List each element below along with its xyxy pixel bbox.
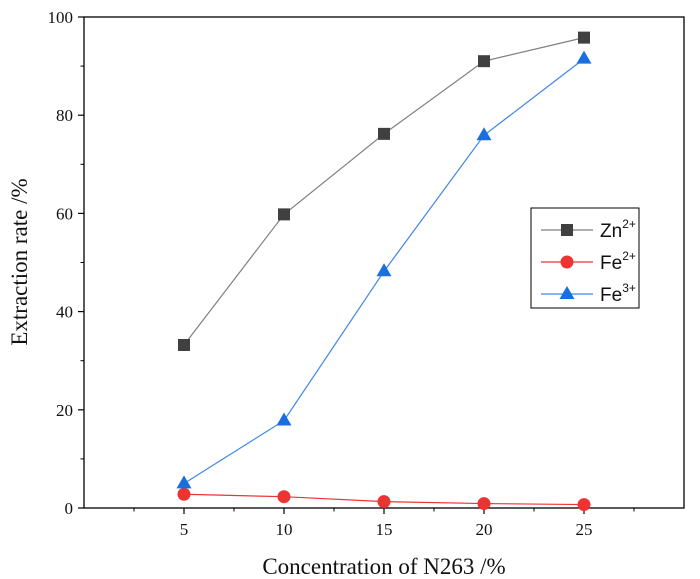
y-tick-label: 100 [48,8,74,27]
series-zn-2plus [178,31,590,351]
series-layer [176,31,592,512]
data-point [576,50,592,64]
x-tick-label: 10 [276,520,293,539]
y-tick-label: 0 [65,499,74,518]
data-point [377,495,391,509]
legend-box [530,207,640,309]
legend-marker [561,224,573,236]
y-tick-label: 40 [56,303,73,322]
y-axis-title: Extraction rate /% [7,178,32,345]
legend: Zn2+Fe2+Fe3+ [530,207,640,309]
legend-charge: 3+ [622,281,636,295]
data-point [277,490,291,504]
legend-species: Zn [600,221,622,242]
legend-charge: 2+ [622,249,636,263]
legend-label: Zn2+ [600,217,636,242]
x-tick-label: 5 [180,520,189,539]
data-point [477,497,491,511]
y-tick-label: 80 [56,106,73,125]
y-tick-label: 20 [56,401,73,420]
data-point [176,475,192,489]
y-tick-label: 60 [56,204,73,223]
x-tick-label: 20 [476,520,493,539]
data-point [476,127,492,141]
x-axis-title: Concentration of N263 /% [262,554,505,579]
data-point [378,127,390,140]
legend-label: Fe2+ [600,249,636,274]
legend-charge: 2+ [622,217,636,231]
series-fe-2plus [177,487,591,512]
data-point [178,338,190,351]
data-point [478,55,490,68]
legend-marker [560,255,574,269]
y-axis: 0 20 40 60 80 100 [48,8,84,518]
x-tick-label: 15 [376,520,393,539]
data-point [177,487,191,501]
legend-marker [559,285,575,299]
data-point [278,208,290,221]
data-point [376,263,392,277]
series-fe-3plus [176,50,592,489]
data-point [577,498,591,512]
data-point [578,31,590,44]
legend-species: Fe [600,253,622,274]
legend-species: Fe [600,285,622,306]
data-point [276,412,292,426]
legend-label: Fe3+ [600,281,636,306]
x-tick-label: 25 [576,520,593,539]
